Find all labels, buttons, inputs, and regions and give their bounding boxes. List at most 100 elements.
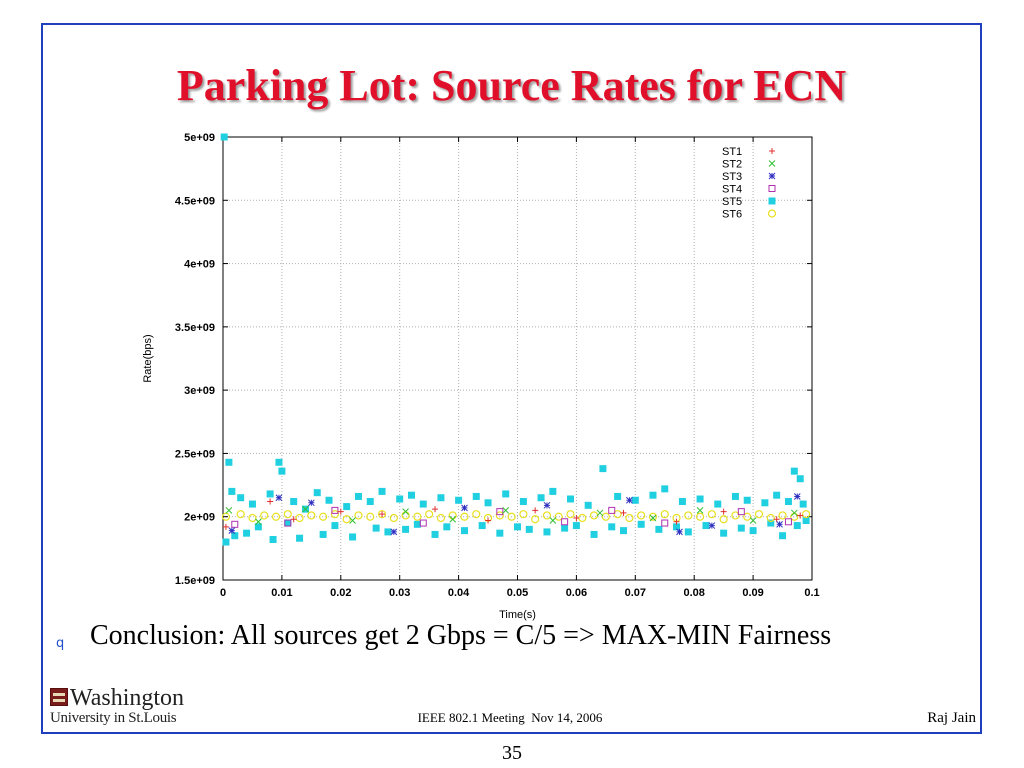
data-point-st5: [443, 523, 451, 531]
data-point-st5: [413, 520, 421, 528]
legend-label-st3: ST3: [722, 171, 742, 183]
data-point-st6: [766, 513, 775, 523]
data-point-st5: [325, 496, 333, 504]
data-point-st6: [613, 510, 622, 519]
data-point-st5: [384, 528, 392, 536]
data-point-st6: [648, 512, 658, 521]
data-point-st5: [779, 532, 787, 540]
data-point-st5: [222, 538, 230, 546]
legend-label-st6: ST6: [722, 209, 742, 221]
x-tick-label: 0.05: [507, 587, 528, 599]
data-point-st5: [790, 467, 798, 475]
data-point-st2: [596, 509, 604, 517]
data-point-st6: [707, 510, 716, 519]
data-point-st5: [793, 522, 801, 530]
data-point-st5: [567, 495, 575, 503]
data-point-st5: [266, 490, 274, 498]
legend-label-st4: ST4: [722, 184, 742, 196]
data-point-st3: [228, 527, 236, 534]
x-tick-label: 0.08: [683, 587, 704, 599]
data-point-st5: [396, 495, 404, 503]
data-point-st5: [460, 527, 468, 535]
data-point-st2: [225, 507, 233, 514]
data-point-st5: [631, 496, 639, 504]
data-point-st5: [478, 522, 486, 530]
data-point-st5: [743, 496, 751, 504]
data-point-st6: [495, 511, 504, 520]
page-number: 35: [502, 742, 522, 764]
data-point-st5: [784, 498, 792, 506]
data-point-st2: [649, 514, 657, 522]
y-tick-label: 2e+09: [184, 512, 215, 524]
data-point-st4: [561, 518, 569, 526]
data-point-st5: [661, 485, 669, 493]
data-point-st6: [389, 513, 398, 523]
data-point-st5: [584, 501, 592, 509]
data-point-st5: [514, 523, 521, 531]
data-point-st4: [784, 518, 792, 526]
data-point-st5: [543, 528, 551, 536]
data-point-st1: [337, 508, 344, 515]
data-point-st5: [343, 503, 351, 511]
data-point-st6: [436, 513, 446, 523]
data-point-st5: [319, 530, 327, 538]
data-point-st3: [708, 522, 716, 529]
y-axis-label: Rate(bps): [142, 334, 154, 382]
data-point-st5: [502, 490, 510, 498]
data-point-st5: [484, 499, 492, 507]
x-tick-label: 0.03: [389, 587, 410, 599]
data-point-st5: [372, 524, 380, 532]
data-point-st5: [702, 522, 710, 530]
data-point-st5: [237, 494, 245, 502]
y-tick-label: 5e+09: [184, 132, 215, 144]
data-point-st2: [696, 507, 704, 514]
y-tick-label: 4e+09: [184, 259, 215, 271]
x-tick-label: 0: [220, 587, 226, 599]
data-point-st1: [797, 512, 804, 519]
data-point-st2: [402, 508, 409, 516]
data-point-st5: [519, 498, 527, 506]
data-point-st5: [537, 494, 545, 502]
data-point-st5: [561, 524, 569, 532]
rate-scatter-chart: 0 0.01 0.02 0.03 0.04 0.05 0.06 0.07 0.08 0.09 0.1…: [142, 132, 820, 621]
data-point-st5: [737, 524, 745, 532]
data-point-st4: [284, 519, 292, 527]
data-point-st6: [554, 512, 563, 521]
data-point-st5: [220, 133, 228, 141]
data-point-st6: [754, 510, 764, 519]
data-point-st5: [496, 529, 504, 537]
legend-marker-st2: [768, 160, 776, 167]
data-point-st5: [349, 533, 357, 541]
data-point-st5: [248, 500, 256, 508]
data-point-st1: [432, 506, 439, 513]
data-point-st5: [749, 527, 757, 535]
data-point-st5: [572, 522, 580, 530]
data-point-st5: [802, 517, 810, 525]
data-point-st6: [601, 512, 610, 521]
x-tick-label: 0.01: [271, 587, 292, 599]
legend-marker-st1: [769, 148, 775, 154]
data-point-st3: [543, 501, 551, 509]
data-point-st1: [573, 514, 580, 521]
data-point-st6: [330, 510, 340, 519]
data-point-st5: [720, 529, 728, 537]
x-tick-label: 0.07: [625, 587, 646, 599]
data-point-st1: [673, 518, 680, 525]
data-point-st5: [455, 496, 463, 504]
data-point-st5: [620, 527, 628, 535]
data-point-st5: [673, 523, 681, 531]
bullet-marker: q: [56, 636, 65, 651]
data-point-st1: [720, 508, 727, 515]
y-tick-label: 2.5e+09: [175, 448, 215, 460]
data-point-st5: [599, 465, 607, 473]
data-point-st6: [260, 511, 269, 520]
x-tick-label: 0.04: [448, 587, 470, 599]
data-point-st6: [448, 511, 457, 520]
data-point-st5: [796, 475, 804, 483]
chart-axes: 0 0.01 0.02 0.03 0.04 0.05 0.06 0.07 0.08 0.09 0.1…: [175, 132, 820, 599]
data-point-st5: [761, 499, 769, 507]
data-point-st5: [525, 525, 533, 533]
data-point-st2: [254, 518, 262, 526]
data-point-st5: [231, 532, 239, 540]
logo-line2: University in St.Louis: [50, 710, 177, 726]
